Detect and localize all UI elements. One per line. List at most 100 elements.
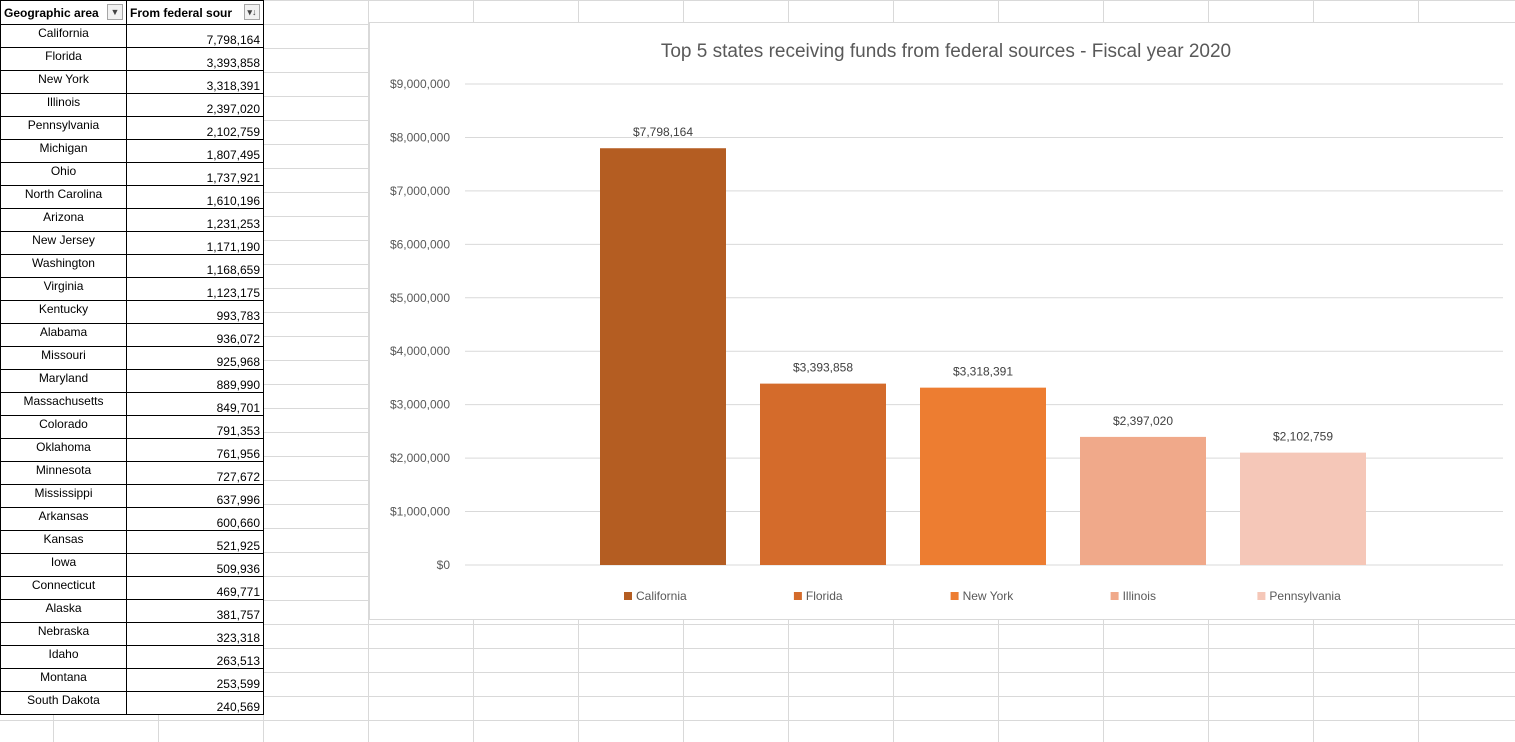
column-header-label: Geographic area xyxy=(4,6,99,20)
bar-chart[interactable]: Top 5 states receiving funds from federa… xyxy=(369,22,1515,620)
table-row: New York 3,318,391 xyxy=(0,70,264,94)
cell-federal-funds[interactable]: 761,956 xyxy=(126,438,264,462)
chart-legend[interactable]: California Florida New York Illinois Pennsyl… xyxy=(624,589,1341,603)
legend-swatch xyxy=(1110,592,1119,600)
legend-item[interactable]: Pennsylvania xyxy=(1257,589,1341,603)
legend-swatch xyxy=(793,592,802,600)
cell-federal-funds[interactable]: 936,072 xyxy=(126,323,264,347)
table-body: California 7,798,164 Florida 3,393,858 New Y… xyxy=(0,24,264,715)
table-header-row: Geographic area ▼ From federal sour ▾↓ xyxy=(0,0,264,25)
bar-illinois[interactable] xyxy=(1080,436,1206,565)
cell-geographic-area[interactable]: New York xyxy=(0,70,127,94)
sort-descending-filter-icon[interactable]: ▾↓ xyxy=(244,4,260,20)
cell-geographic-area[interactable]: Pennsylvania xyxy=(0,116,127,140)
cell-geographic-area[interactable]: Montana xyxy=(0,668,127,692)
cell-federal-funds[interactable]: 1,737,921 xyxy=(126,162,264,186)
cell-geographic-area[interactable]: Iowa xyxy=(0,553,127,577)
cell-geographic-area[interactable]: New Jersey xyxy=(0,231,127,255)
cell-federal-funds[interactable]: 240,569 xyxy=(126,691,264,715)
column-header-from-federal-sources[interactable]: From federal sour ▾↓ xyxy=(126,0,264,25)
cell-federal-funds[interactable]: 469,771 xyxy=(126,576,264,600)
cell-geographic-area[interactable]: Minnesota xyxy=(0,461,127,485)
cell-federal-funds[interactable]: 993,783 xyxy=(126,300,264,324)
cell-geographic-area[interactable]: Connecticut xyxy=(0,576,127,600)
cell-geographic-area[interactable]: Kentucky xyxy=(0,300,127,324)
cell-federal-funds[interactable]: 600,660 xyxy=(126,507,264,531)
cell-federal-funds[interactable]: 889,990 xyxy=(126,369,264,393)
cell-geographic-area[interactable]: Arkansas xyxy=(0,507,127,531)
legend-label: New York xyxy=(963,589,1015,603)
cell-geographic-area[interactable]: Maryland xyxy=(0,369,127,393)
table-row: Connecticut 469,771 xyxy=(0,576,264,600)
cell-federal-funds[interactable]: 1,171,190 xyxy=(126,231,264,255)
bar-new-york[interactable] xyxy=(920,387,1046,565)
table-row: Pennsylvania 2,102,759 xyxy=(0,116,264,140)
cell-geographic-area[interactable]: Alabama xyxy=(0,323,127,347)
cell-federal-funds[interactable]: 3,318,391 xyxy=(126,70,264,94)
legend-item[interactable]: Illinois xyxy=(1110,589,1156,603)
bar-california[interactable] xyxy=(600,148,726,566)
cell-federal-funds[interactable]: 925,968 xyxy=(126,346,264,370)
cell-federal-funds[interactable]: 253,599 xyxy=(126,668,264,692)
cell-geographic-area[interactable]: Mississippi xyxy=(0,484,127,508)
cell-federal-funds[interactable]: 1,168,659 xyxy=(126,254,264,278)
table-row: Mississippi 637,996 xyxy=(0,484,264,508)
cell-geographic-area[interactable]: California xyxy=(0,24,127,48)
bar-florida[interactable] xyxy=(760,383,886,565)
y-tick-label: $8,000,000 xyxy=(390,130,450,144)
legend-item[interactable]: California xyxy=(624,589,687,603)
column-header-geographic-area[interactable]: Geographic area ▼ xyxy=(0,0,127,25)
cell-geographic-area[interactable]: Virginia xyxy=(0,277,127,301)
cell-federal-funds[interactable]: 3,393,858 xyxy=(126,47,264,71)
bar-pennsylvania[interactable] xyxy=(1240,452,1366,565)
data-label: $2,102,759 xyxy=(1273,430,1333,444)
cell-federal-funds[interactable]: 1,123,175 xyxy=(126,277,264,301)
cell-federal-funds[interactable]: 1,807,495 xyxy=(126,139,264,163)
table-row: Alabama 936,072 xyxy=(0,323,264,347)
cell-geographic-area[interactable]: Nebraska xyxy=(0,622,127,646)
cell-federal-funds[interactable]: 263,513 xyxy=(126,645,264,669)
cell-geographic-area[interactable]: Alaska xyxy=(0,599,127,623)
cell-federal-funds[interactable]: 2,102,759 xyxy=(126,116,264,140)
cell-federal-funds[interactable]: 521,925 xyxy=(126,530,264,554)
cell-geographic-area[interactable]: Florida xyxy=(0,47,127,71)
cell-federal-funds[interactable]: 509,936 xyxy=(126,553,264,577)
cell-geographic-area[interactable]: Massachusetts xyxy=(0,392,127,416)
cell-geographic-area[interactable]: South Dakota xyxy=(0,691,127,715)
cell-federal-funds[interactable]: 1,610,196 xyxy=(126,185,264,209)
filter-dropdown-icon[interactable]: ▼ xyxy=(107,4,123,20)
cell-geographic-area[interactable]: Washington xyxy=(0,254,127,278)
cell-geographic-area[interactable]: Ohio xyxy=(0,162,127,186)
cell-geographic-area[interactable]: Kansas xyxy=(0,530,127,554)
cell-geographic-area[interactable]: Oklahoma xyxy=(0,438,127,462)
legend-item[interactable]: New York xyxy=(950,589,1015,603)
cell-federal-funds[interactable]: 2,397,020 xyxy=(126,93,264,117)
table-row: Nebraska 323,318 xyxy=(0,622,264,646)
cell-geographic-area[interactable]: Michigan xyxy=(0,139,127,163)
cell-federal-funds[interactable]: 791,353 xyxy=(126,415,264,439)
cell-federal-funds[interactable]: 323,318 xyxy=(126,622,264,646)
table-row: Illinois 2,397,020 xyxy=(0,93,264,117)
legend-label: Florida xyxy=(806,589,843,603)
cell-federal-funds[interactable]: 727,672 xyxy=(126,461,264,485)
cell-geographic-area[interactable]: Arizona xyxy=(0,208,127,232)
table-row: New Jersey 1,171,190 xyxy=(0,231,264,255)
cell-geographic-area[interactable]: Illinois xyxy=(0,93,127,117)
cell-federal-funds[interactable]: 1,231,253 xyxy=(126,208,264,232)
y-tick-label: $4,000,000 xyxy=(390,344,450,358)
cell-geographic-area[interactable]: Missouri xyxy=(0,346,127,370)
cell-geographic-area[interactable]: North Carolina xyxy=(0,185,127,209)
legend-label: Illinois xyxy=(1123,589,1156,603)
chart-bars: $7,798,164 $3,393,858 $3,318,391 $2,397,020… xyxy=(600,125,1366,566)
table-row: South Dakota 240,569 xyxy=(0,691,264,715)
cell-federal-funds[interactable]: 637,996 xyxy=(126,484,264,508)
table-row: Montana 253,599 xyxy=(0,668,264,692)
cell-geographic-area[interactable]: Colorado xyxy=(0,415,127,439)
cell-federal-funds[interactable]: 849,701 xyxy=(126,392,264,416)
cell-geographic-area[interactable]: Idaho xyxy=(0,645,127,669)
cell-federal-funds[interactable]: 381,757 xyxy=(126,599,264,623)
cell-federal-funds[interactable]: 7,798,164 xyxy=(126,24,264,48)
table-row: Idaho 263,513 xyxy=(0,645,264,669)
y-axis: $0 $1,000,000 $2,000,000 $3,000,000 $4,000,0… xyxy=(390,77,450,572)
legend-item[interactable]: Florida xyxy=(793,589,843,603)
